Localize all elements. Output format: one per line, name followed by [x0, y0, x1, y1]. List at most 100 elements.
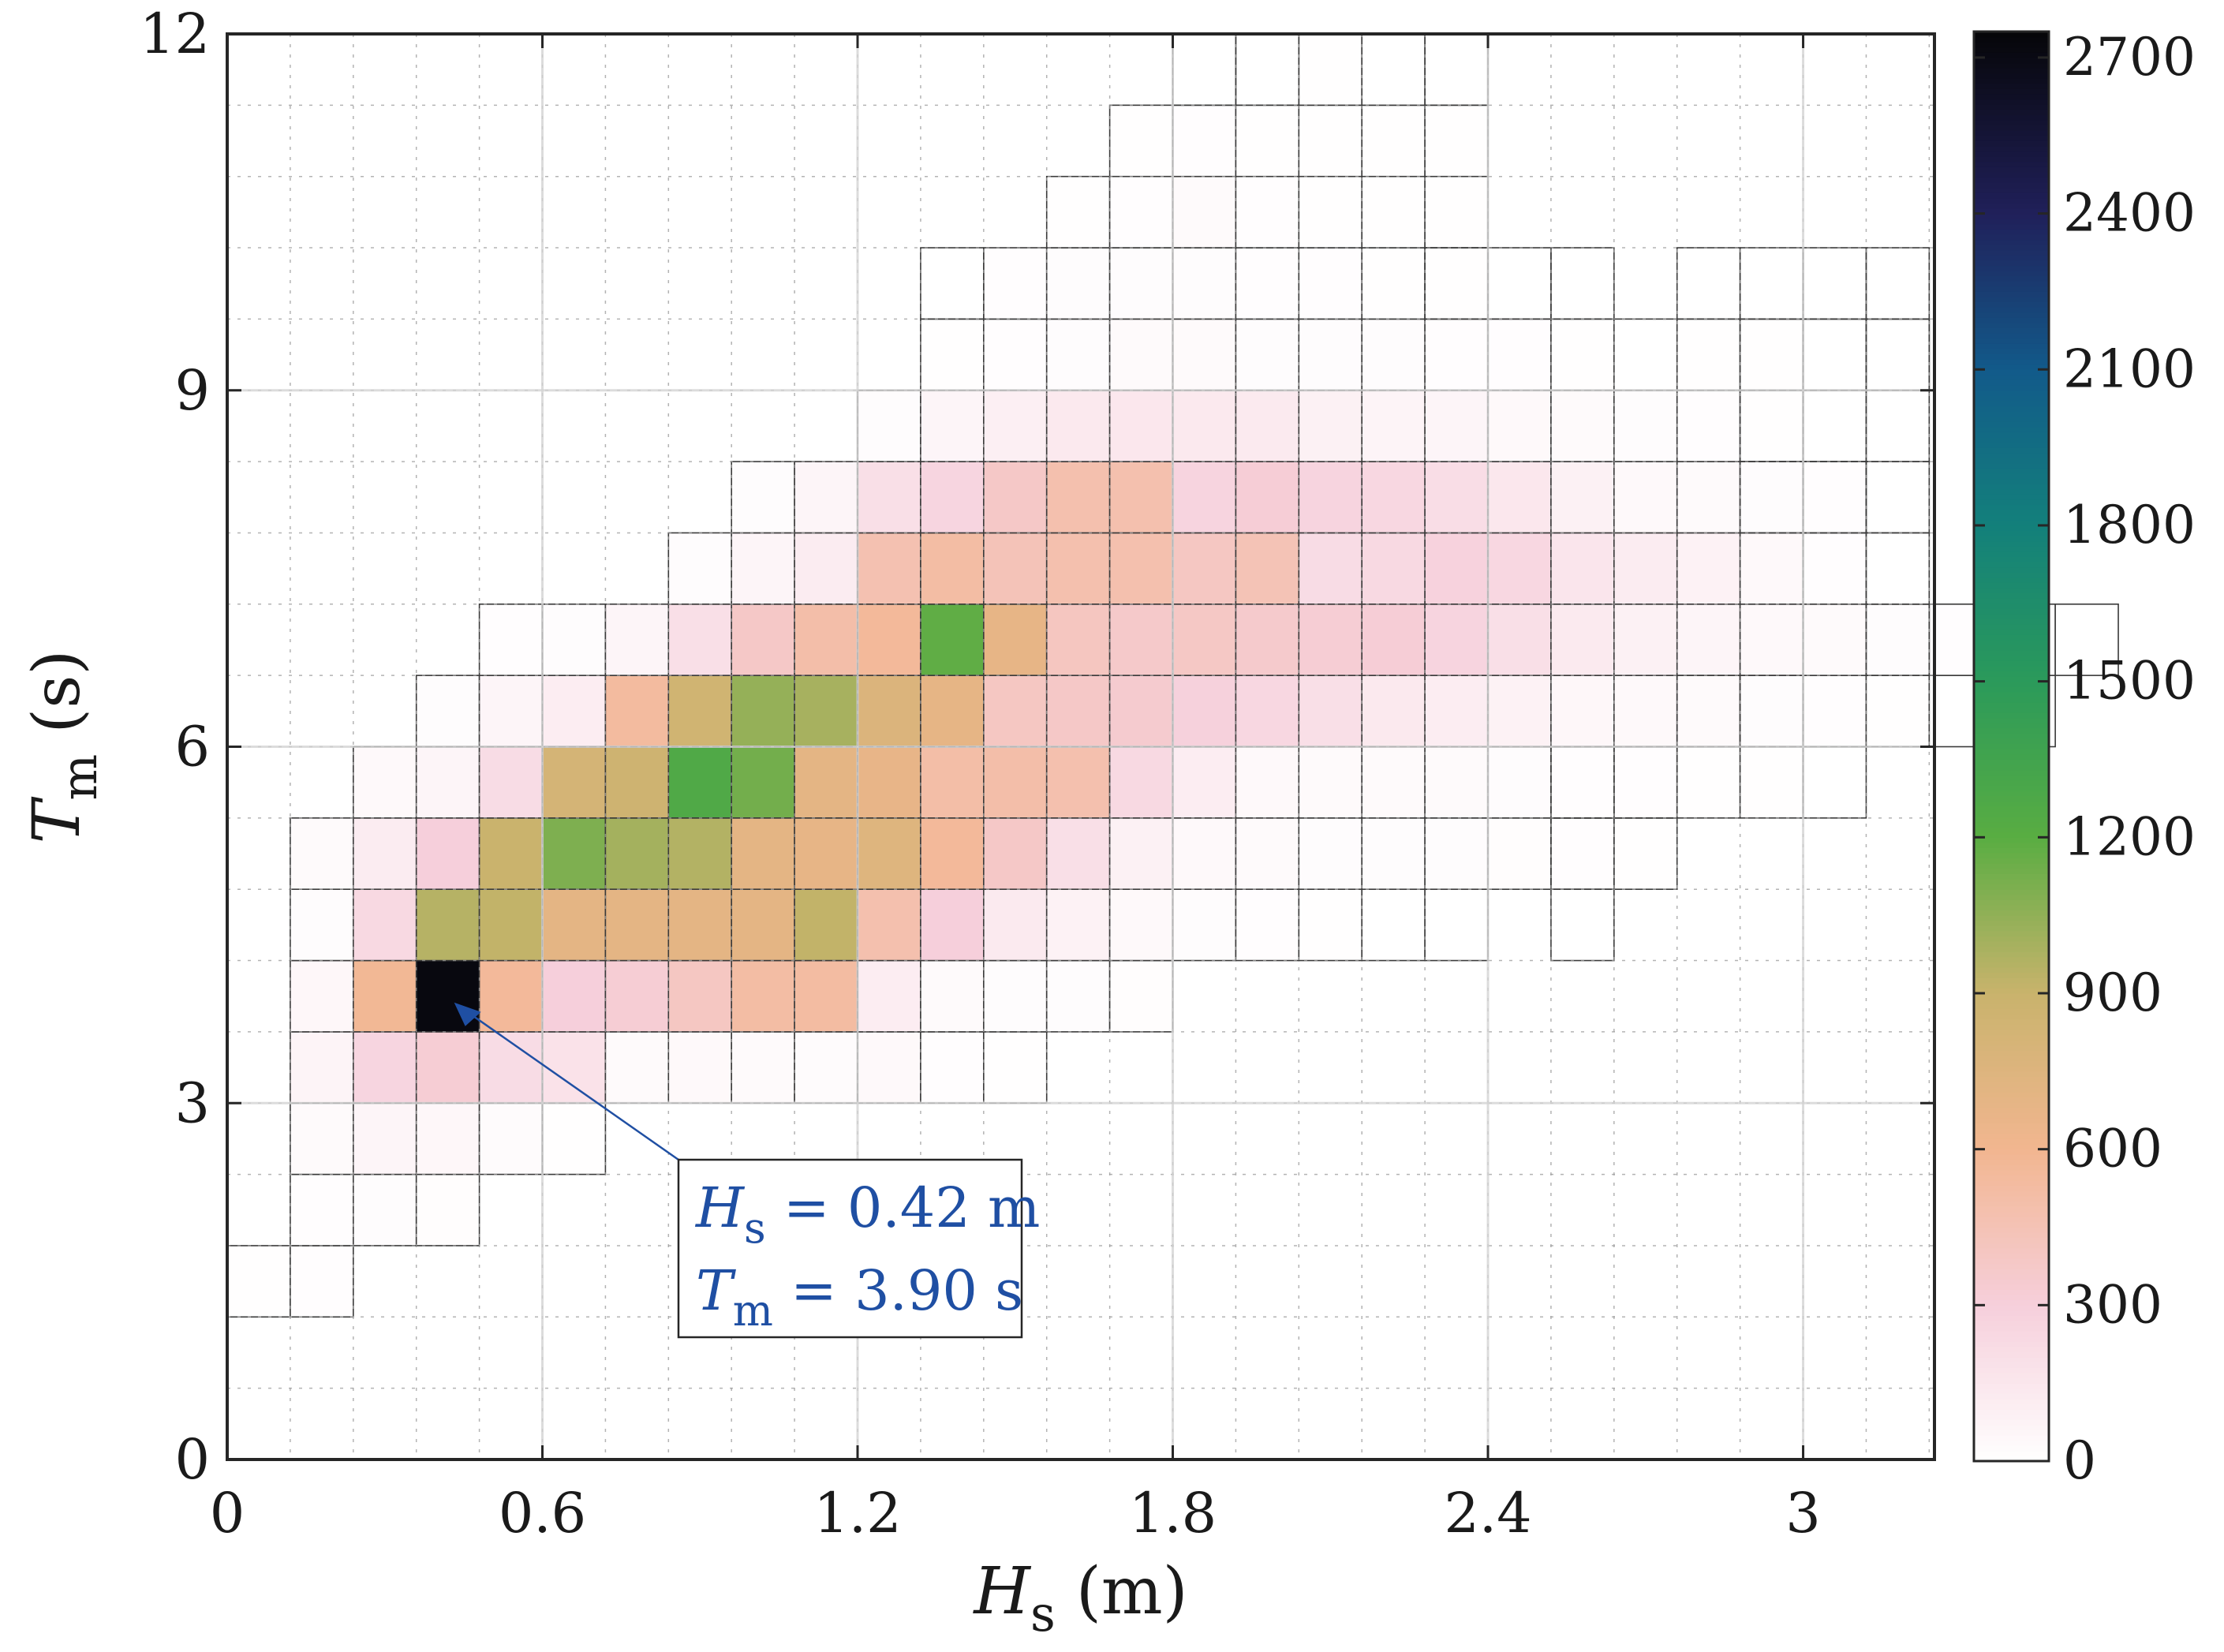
heatmap-cell — [1172, 247, 1237, 320]
colorbar-segment — [1974, 270, 2049, 277]
colorbar-segment — [1974, 1075, 2049, 1082]
colorbar-segment — [1974, 1195, 2049, 1202]
heatmap-cell — [1487, 817, 1552, 890]
colorbar-tick-label: 1200 — [2063, 806, 2196, 867]
colorbar-segment — [1974, 832, 2049, 838]
heatmap-cell — [541, 746, 607, 819]
y-axis-label-symbol: T — [20, 796, 95, 843]
colorbar-segment — [1974, 416, 2049, 422]
heatmap-cell — [1045, 318, 1111, 391]
colorbar-tick-label: 0 — [2063, 1430, 2096, 1491]
heatmap-cell — [478, 675, 544, 748]
colorbar-segment — [1974, 847, 2049, 854]
heatmap-cell — [1298, 33, 1363, 107]
colorbar-segment — [1974, 1153, 2049, 1161]
colorbar-segment — [1974, 1013, 2049, 1020]
colorbar-segment — [1974, 145, 2049, 152]
colorbar-segment — [1974, 878, 2049, 885]
colorbar-segment — [1974, 410, 2049, 417]
x-axis-label-symbol: H — [972, 1554, 1031, 1629]
colorbar-segment — [1974, 405, 2049, 412]
colorbar-segment — [1974, 1284, 2049, 1291]
heatmap-cell — [1613, 318, 1678, 391]
colorbar-segment — [1974, 467, 2049, 474]
colorbar-segment — [1974, 442, 2049, 448]
heatmap-cell — [604, 888, 670, 962]
heatmap-cell — [857, 1031, 921, 1104]
heatmap-cell — [1172, 318, 1237, 391]
colorbar-segment — [1974, 566, 2049, 573]
heatmap-cell — [1361, 603, 1426, 676]
colorbar-segment — [1974, 254, 2049, 261]
colorbar-segment — [1974, 561, 2049, 568]
colorbar-segment — [1974, 234, 2049, 241]
colorbar-segment — [1974, 675, 2049, 682]
colorbar-segment — [1974, 1232, 2049, 1239]
heatmap-cell — [1487, 532, 1552, 605]
heatmap-cell — [415, 817, 480, 890]
colorbar-segment — [1974, 540, 2049, 547]
colorbar-segment — [1974, 244, 2049, 251]
heatmap-cell — [1676, 675, 1741, 748]
heatmap-cell — [1108, 603, 1174, 676]
colorbar-segment — [1974, 1392, 2049, 1400]
colorbar-segment — [1974, 1039, 2049, 1046]
colorbar-segment — [1974, 930, 2049, 937]
colorbar-segment — [1974, 607, 2049, 615]
heatmap-empty-cell — [920, 247, 985, 320]
y-tick-label: 6 — [174, 715, 210, 779]
colorbar-segment — [1974, 1138, 2049, 1145]
heatmap-cell — [1361, 461, 1426, 534]
y-axis-label-subscript: m — [50, 754, 108, 801]
colorbar-segment — [1974, 1081, 2049, 1088]
heatmap-cell — [1298, 389, 1363, 462]
colorbar-segment — [1974, 920, 2049, 926]
heatmap-cell — [1235, 389, 1300, 462]
colorbar-segment — [1974, 368, 2049, 376]
colorbar-segment — [1974, 1455, 2049, 1462]
colorbar-tick-label: 2100 — [2063, 338, 2196, 399]
colorbar-segment — [1974, 1143, 2049, 1150]
colorbar-segment — [1974, 1258, 2049, 1265]
heatmap-cell — [541, 959, 607, 1033]
heatmap-cell — [983, 532, 1048, 605]
heatmap-cell — [1298, 104, 1363, 178]
heatmap-cell — [1550, 817, 1615, 890]
colorbar-segment — [1974, 394, 2049, 402]
colorbar-segment — [1974, 681, 2049, 687]
heatmap-cell — [1298, 746, 1363, 819]
colorbar-segment — [1974, 753, 2049, 760]
heatmap-cell — [604, 817, 670, 890]
colorbar-segment — [1974, 998, 2049, 1004]
x-tick-label: 1.8 — [1129, 1481, 1217, 1545]
colorbar-segment — [1974, 1372, 2049, 1379]
colorbar-segment — [1974, 1414, 2049, 1420]
heatmap-cell — [1361, 532, 1426, 605]
colorbar-segment — [1974, 1127, 2049, 1134]
heatmap-cell — [731, 746, 795, 819]
colorbar-segment — [1974, 488, 2049, 495]
heatmap-cell — [1424, 817, 1489, 890]
colorbar-segment — [1974, 800, 2049, 807]
colorbar-segment — [1974, 1289, 2049, 1295]
heatmap-cell — [1361, 746, 1426, 819]
heatmap-cell — [920, 603, 985, 676]
heatmap-cell — [1045, 603, 1111, 676]
heatmap-cell — [667, 817, 733, 890]
heatmap-cell — [1108, 389, 1174, 462]
colorbar-segment — [1974, 1226, 2049, 1233]
colorbar-segment — [1974, 655, 2049, 661]
heatmap-cell — [604, 1031, 670, 1104]
heatmap-cell — [541, 888, 607, 962]
heatmap-cell — [1045, 175, 1111, 249]
heatmap-cell — [1108, 175, 1174, 249]
heatmap-cell — [857, 461, 921, 534]
x-axis-label-unit: (m) — [1056, 1554, 1188, 1629]
colorbar-segment — [1974, 810, 2049, 817]
heatmap-cell — [983, 746, 1048, 819]
colorbar-segment — [1974, 93, 2049, 100]
colorbar-segment — [1974, 784, 2049, 791]
heatmap-cell — [983, 888, 1048, 962]
colorbar-segment — [1974, 1055, 2049, 1062]
heatmap-cell — [478, 603, 544, 676]
